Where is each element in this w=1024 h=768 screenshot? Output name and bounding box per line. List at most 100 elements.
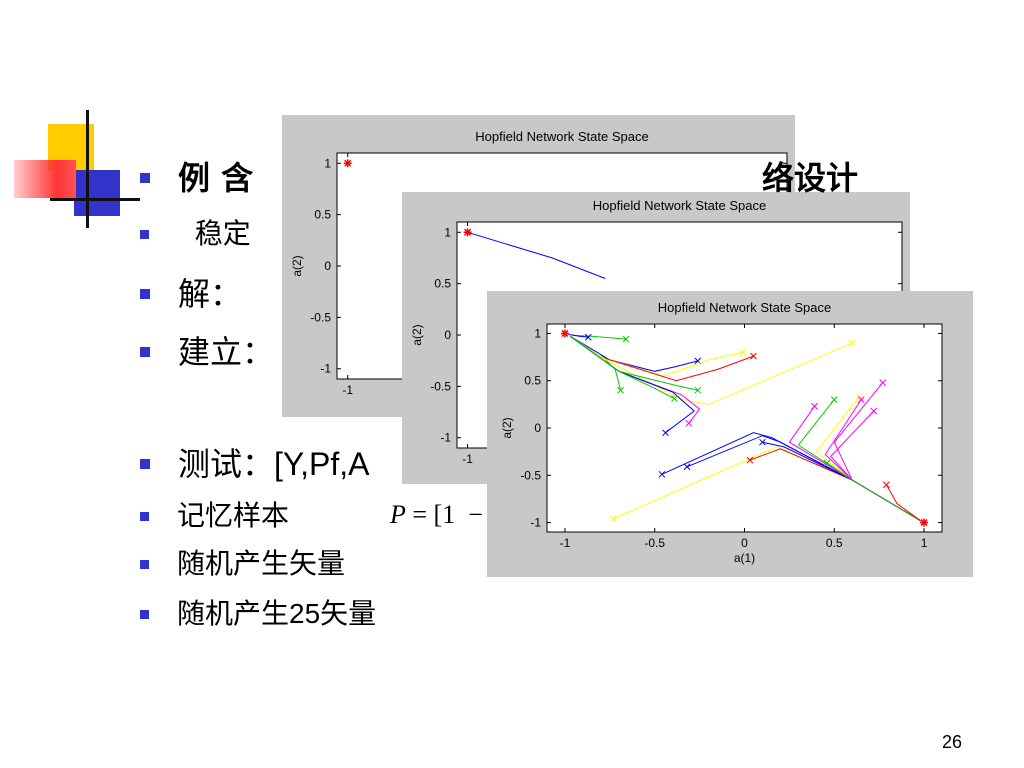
ornament-vertical-line <box>86 110 89 228</box>
trajectory-line <box>572 334 627 340</box>
trajectory-start-marker <box>685 419 693 427</box>
formula-variable: P <box>390 500 406 529</box>
bullet-item: 随机产生矢量 <box>140 550 345 578</box>
trajectory-start-marker <box>870 407 878 415</box>
x-tick-label: -0.5 <box>644 536 665 550</box>
y-tick-label: 0.5 <box>314 208 331 222</box>
trajectory-start-marker <box>694 386 702 394</box>
target-point-marker <box>920 518 929 527</box>
bullet-text: 建立： <box>178 333 275 371</box>
memory-sample-formula: P = [1 − <box>390 500 483 530</box>
formula-expression: = [1 − <box>405 500 483 529</box>
y-axis-label: a(2) <box>290 255 304 276</box>
trajectory-start-marker <box>617 386 624 394</box>
y-tick-label: -1 <box>440 431 451 445</box>
x-tick-label: -1 <box>560 536 571 550</box>
bullet-text-number: 25 <box>289 598 321 629</box>
trajectory-start-marker <box>584 333 592 341</box>
x-tick-label: 0.5 <box>826 536 843 550</box>
x-tick-label: 1 <box>921 536 928 550</box>
ornament-blue-square <box>74 170 120 216</box>
bullet-marker <box>140 609 149 619</box>
bullet-text: 随机产生矢量 <box>177 547 346 580</box>
trajectory-start-marker <box>882 481 890 489</box>
bullet-item: 稳定 <box>140 220 251 248</box>
trajectory-start-marker <box>739 349 747 356</box>
y-tick-label: 0 <box>324 259 331 273</box>
bullet-text: 测试： <box>178 445 275 483</box>
ornament-horizontal-line <box>50 198 140 201</box>
x-tick-label: -1 <box>462 452 473 466</box>
bullet-text: 稳定 <box>177 217 251 250</box>
trajectory-line <box>885 484 921 522</box>
bullet-text: 解： <box>178 275 243 313</box>
y-tick-label: 1 <box>324 156 331 170</box>
y-axis-label: a(2) <box>410 324 424 345</box>
y-tick-label: -1 <box>320 362 331 376</box>
state-space-plot-3: Hopfield Network State Space 1 0.5 0 -0.5 -1 -… <box>500 300 943 565</box>
y-tick-label: -0.5 <box>430 379 451 393</box>
y-tick-label: 0.5 <box>434 277 451 291</box>
trajectory-start-marker <box>746 456 754 464</box>
bullet-text-code: [Y,Pf,A <box>274 446 370 482</box>
trajectory-start-marker <box>879 379 887 386</box>
bullet-text-suffix: 矢量 <box>320 597 377 630</box>
trajectory-start-marker <box>622 335 630 343</box>
trajectory-start-marker <box>662 429 669 437</box>
y-tick-label: 0.5 <box>524 374 541 388</box>
target-point-marker <box>463 228 472 237</box>
y-tick-label: 0 <box>534 421 541 435</box>
trajectory-line <box>570 335 675 400</box>
ornament-red-bar <box>14 160 76 198</box>
bullet-text: 记忆样本 <box>177 499 290 532</box>
trajectory-start-marker <box>750 352 757 360</box>
bullet-item: 记忆样本 <box>140 502 289 530</box>
trajectory-start-marker <box>671 395 678 403</box>
y-tick-label: 1 <box>444 225 451 239</box>
trajectory-start-marker <box>683 463 691 471</box>
bullet-marker <box>140 347 150 357</box>
x-tick-label: -1 <box>342 383 353 397</box>
x-tick-label: 0 <box>741 536 748 550</box>
bullet-item: 建立： <box>140 336 274 368</box>
bullet-text: 随机产生 <box>177 597 290 630</box>
bullet-item: 解： <box>140 278 242 310</box>
bullet-item: 测试： [Y,Pf,A <box>140 448 369 480</box>
y-tick-label: 1 <box>534 326 541 340</box>
figure-window-3: Hopfield Network State Space 1 0.5 0 -0.5 -1 -… <box>487 291 973 577</box>
bullet-item: 例 含 <box>140 162 253 194</box>
trajectory-start-marker <box>830 396 838 403</box>
trajectory-start-marker <box>658 470 666 478</box>
chart-title: Hopfield Network State Space <box>475 129 648 144</box>
bullet-text-tail: 络设计 <box>762 159 859 197</box>
bullet-marker <box>140 511 149 521</box>
trajectory-start-marker <box>811 402 818 410</box>
trajectory-start-marker <box>610 515 617 523</box>
chart-title: Hopfield Network State Space <box>658 300 831 315</box>
bullet-marker <box>140 289 150 299</box>
trajectory-line <box>467 231 606 279</box>
trajectory-start-marker <box>823 459 831 467</box>
page-number: 26 <box>941 732 962 752</box>
y-tick-label: -0.5 <box>310 310 331 324</box>
bullet-marker <box>140 559 149 569</box>
trajectory-line <box>826 462 921 522</box>
y-axis-label: a(2) <box>500 417 514 438</box>
x-axis-label: a(1) <box>734 551 755 565</box>
trajectory-line <box>570 335 698 372</box>
y-tick-label: -1 <box>530 516 541 530</box>
bullet-item-tail: 络设计 <box>762 162 858 194</box>
target-point-marker <box>343 159 352 168</box>
y-tick-label: 0 <box>444 328 451 342</box>
bullet-marker <box>140 229 149 239</box>
chart-title: Hopfield Network State Space <box>593 198 766 213</box>
target-point-marker <box>560 329 569 338</box>
trajectory-line <box>568 333 589 338</box>
plot-area <box>546 323 943 533</box>
y-tick-label: -0.5 <box>520 468 541 482</box>
bullet-marker <box>140 459 150 469</box>
bullet-text: 例 含 <box>178 159 254 197</box>
trajectory-start-marker <box>848 339 856 347</box>
trajectory-start-marker <box>759 438 766 446</box>
bullet-item: 随机产生 25 矢量 <box>140 600 376 628</box>
